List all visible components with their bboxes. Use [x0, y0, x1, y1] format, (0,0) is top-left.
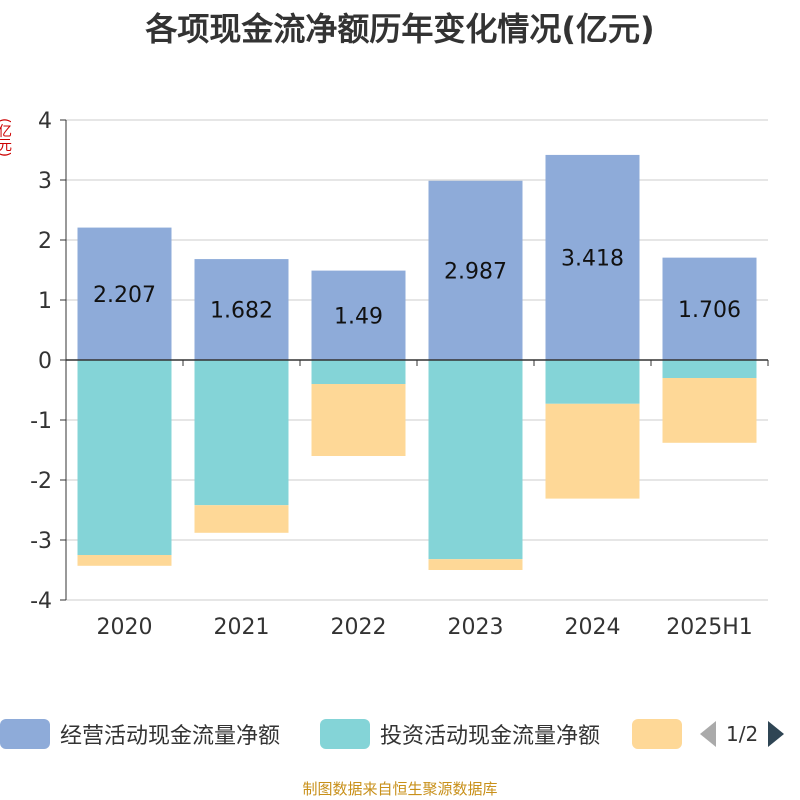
x-tick-label: 2024 [565, 615, 621, 640]
x-tick-label: 2021 [214, 615, 270, 640]
bar-operating-2020 [77, 227, 172, 360]
y-tick-label: 4 [38, 109, 52, 134]
bar-investing-2025H1 [662, 360, 757, 378]
legend-swatch-investing [320, 719, 370, 749]
next-page-icon[interactable] [768, 721, 785, 747]
bar-operating-2023 [428, 180, 523, 360]
x-tick-label: 2025H1 [666, 615, 753, 640]
bar-operating-2025H1 [662, 257, 757, 360]
bar-investing-2021 [194, 360, 289, 506]
y-tick-label: -3 [30, 529, 52, 554]
x-tick-label: 2023 [448, 615, 504, 640]
bar-operating-2021 [194, 259, 289, 360]
bar-financing-2025H1 [662, 378, 757, 443]
bar-operating-2022 [311, 270, 406, 360]
bar-financing-2022 [311, 384, 406, 456]
y-tick-label: -2 [30, 469, 52, 494]
bar-investing-2023 [428, 360, 523, 560]
chart-title: 各项现金流净额历年变化情况(亿元) [145, 10, 655, 48]
bar-financing-2024 [545, 403, 640, 499]
legend-pager: 1/2 [700, 716, 785, 752]
data-label: 1.49 [334, 304, 383, 329]
legend-item-investing[interactable]: 投资活动现金流量净额 [320, 716, 600, 752]
data-label: 2.207 [93, 283, 156, 308]
legend-item-financing[interactable] [632, 716, 692, 752]
prev-page-icon[interactable] [700, 721, 716, 747]
legend: 经营活动现金流量净额 投资活动现金流量净额 [0, 716, 800, 752]
legend-item-operating[interactable]: 经营活动现金流量净额 [0, 716, 280, 752]
legend-page-indicator: 1/2 [726, 722, 759, 746]
data-label: 3.418 [561, 246, 624, 271]
y-tick-label: 1 [38, 289, 52, 314]
y-tick-label: -1 [30, 409, 52, 434]
y-tick-label: 3 [38, 169, 52, 194]
data-label: 2.987 [444, 259, 507, 284]
bar-financing-2020 [77, 555, 172, 566]
bar-investing-2022 [311, 360, 406, 384]
data-label: 1.706 [678, 298, 741, 323]
bar-investing-2020 [77, 360, 172, 555]
data-source-note: 制图数据来自恒生聚源数据库 [302, 780, 498, 798]
legend-label-investing: 投资活动现金流量净额 [380, 724, 601, 749]
bar-chart: 4 3 2 1 0 -1 -2 -3 -4 2.207 2020 1.682 2021 1.49 2022 2… [30, 109, 769, 640]
bar-financing-2021 [194, 505, 289, 533]
bar-financing-2023 [428, 559, 523, 570]
legend-swatch-financing [632, 719, 682, 749]
y-tick-label: 0 [38, 349, 52, 374]
y-tick-label: 2 [38, 229, 52, 254]
legend-label-operating: 经营活动现金流量净额 [60, 724, 281, 749]
x-tick-label: 2022 [331, 615, 387, 640]
x-tick-label: 2020 [97, 615, 153, 640]
data-label: 1.682 [210, 299, 273, 324]
bar-investing-2024 [545, 360, 640, 404]
y-axis-unit: (亿元) [0, 118, 12, 157]
legend-swatch-operating [0, 719, 50, 749]
y-tick-label: -4 [30, 589, 52, 614]
bar-operating-2024 [545, 154, 640, 360]
